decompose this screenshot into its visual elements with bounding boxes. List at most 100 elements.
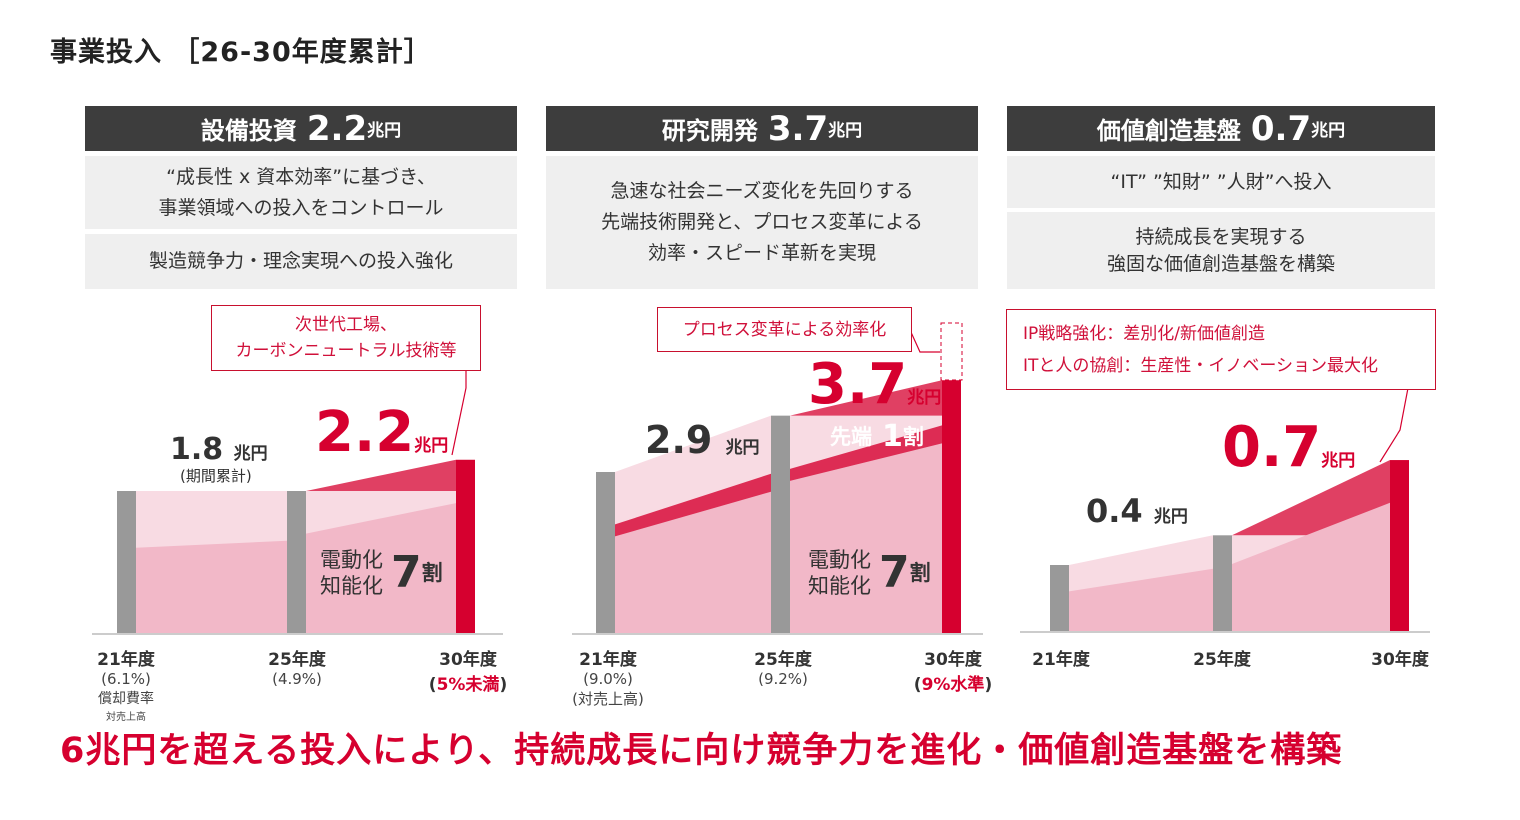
description-box: “IT” ”知財” ”人財”へ投入: [1007, 156, 1435, 208]
x-label: 21年度 (9.0%) (対売上高): [548, 645, 668, 709]
description-box: 持続成長を実現する 強固な価値創造基盤を構築: [1007, 212, 1435, 289]
value: 0.4: [1086, 492, 1143, 530]
bar-21年度: [117, 491, 136, 633]
share-num: 7: [879, 547, 910, 598]
share-text: 電動化 知能化: [808, 548, 871, 598]
share-label: 電動化 知能化 7 割: [320, 547, 443, 599]
panel-unit: 兆円: [828, 121, 863, 141]
share-text: 電動化 知能化: [320, 548, 383, 598]
share-unit: 割: [909, 561, 931, 585]
panel-amount: 0.7: [1250, 108, 1312, 149]
share-area: [615, 491, 771, 633]
callout-leader: [909, 329, 940, 353]
x-label: 30年度: [1371, 650, 1429, 670]
x-label: 30年度 (9%水準): [893, 645, 1013, 695]
x-tick: 25年度: [268, 650, 326, 670]
description-box: 製造競争力・理念実現への投入強化: [85, 234, 517, 289]
footer-message: 6兆円を超える投入により、持続成長に向け競争力を進化・価値創造基盤を構築: [60, 731, 1343, 771]
x-tick: 21年度: [579, 650, 637, 670]
bar-25年度: [287, 491, 306, 633]
growth-wedge: [306, 459, 456, 491]
x-sub-highlight: 9%水準: [921, 675, 985, 695]
paren: (: [428, 675, 437, 695]
panel-header-value-base: 価値創造基盤 0.7 兆円: [1007, 106, 1435, 151]
bar-21年度: [1050, 565, 1069, 631]
description-box: 急速な社会ニーズ変化を先回りする 先端技術開発と、プロセス変革による 効率・スピ…: [546, 156, 978, 289]
paren: (: [913, 675, 922, 695]
x-sub: (4.9%): [272, 670, 322, 688]
share-unit: 割: [421, 561, 443, 585]
advanced-band: [790, 425, 942, 481]
efficiency-dashed-bar: [940, 322, 963, 381]
x-tick: 25年度: [754, 650, 812, 670]
unit: 兆円: [414, 436, 449, 456]
x-label: 25年度: [1193, 650, 1251, 670]
bar-21年度: [596, 472, 615, 633]
x-tick: 30年度: [924, 650, 982, 670]
x-note: (対売上高): [572, 690, 644, 708]
unit: 兆円: [233, 444, 268, 464]
prev-total-label: 1.8 兆円: [170, 432, 268, 467]
bar-25年度: [1213, 535, 1232, 631]
share-label-advanced: 先端 1 割: [830, 422, 924, 452]
paren: ): [984, 675, 993, 695]
panel-title: 設備投資: [200, 117, 297, 145]
bar-30年度: [456, 459, 475, 633]
growth-wedge: [1232, 460, 1390, 536]
panel-unit: 兆円: [1311, 121, 1346, 141]
unit: 兆円: [907, 388, 942, 408]
x-note: 対売上高: [106, 712, 146, 723]
share-text: 先端: [830, 425, 872, 449]
paren: ): [499, 675, 508, 695]
prev-total-label: 0.4 兆円: [1086, 492, 1188, 530]
growth-wedge: [790, 380, 942, 416]
value: 1.8: [170, 432, 224, 467]
unit: 兆円: [1153, 507, 1188, 527]
callout-leader: [1379, 387, 1409, 463]
x-sub-highlight: 5%未満: [436, 675, 500, 695]
new-total-label: 3.7兆円: [808, 352, 941, 417]
unit: 兆円: [725, 438, 760, 458]
new-total-label: 2.2兆円: [315, 400, 448, 465]
advanced-band: [615, 473, 771, 537]
share-num: 7: [391, 547, 422, 598]
x-label: 25年度 (4.9%): [237, 645, 357, 688]
prev-total-label: 2.9 兆円: [645, 418, 760, 462]
panel-header-capex: 設備投資 2.2 兆円: [85, 106, 517, 151]
bar-30年度: [1390, 460, 1409, 631]
x-label: 30年度 (5%未満): [408, 645, 528, 695]
x-label: 21年度 (6.1%) 償却費率 対売上高: [66, 645, 186, 723]
x-note: 償却費率: [98, 691, 154, 707]
page-title: 事業投入 ［26-30年度累計］: [50, 37, 432, 68]
value: 2.9: [645, 418, 713, 462]
share-area: [136, 540, 287, 633]
panel-title: 価値創造基盤: [1096, 117, 1241, 145]
x-label: 25年度 (9.2%): [723, 645, 843, 688]
period-note: (期間累計): [180, 467, 252, 485]
callout-leader: [451, 370, 467, 456]
new-total-label: 0.7兆円: [1222, 415, 1355, 480]
panel-title: 研究開発: [661, 117, 758, 145]
bar-25年度: [771, 415, 790, 633]
unit: 兆円: [1321, 451, 1356, 471]
share-area: [1069, 568, 1213, 631]
panel-header-rnd: 研究開発 3.7 兆円: [546, 106, 978, 151]
share-label: 電動化 知能化 7 割: [808, 547, 931, 599]
callout-box: プロセス変革による効率化: [657, 307, 912, 352]
panel-amount: 3.7: [767, 108, 829, 149]
value: 3.7: [808, 352, 908, 417]
share-area: [1232, 502, 1390, 631]
description-box: “成長性 x 資本効率”に基づき、 事業領域への投入をコントロール: [85, 156, 517, 229]
share-area: [790, 443, 942, 633]
panel-unit: 兆円: [367, 121, 402, 141]
value: 2.2: [315, 400, 415, 465]
callout-box: IP戦略強化：差別化/新価値創造 ITと人の協創：生産性・イノベーション最大化: [1006, 309, 1436, 390]
share-area: [306, 503, 456, 633]
callout-box: 次世代工場、 カーボンニュートラル技術等: [211, 305, 481, 371]
panel-amount: 2.2: [306, 108, 368, 149]
bar-30年度: [942, 380, 961, 633]
share-unit: 割: [902, 425, 924, 449]
x-tick: 30年度: [439, 650, 497, 670]
x-label: 21年度: [1032, 650, 1090, 670]
